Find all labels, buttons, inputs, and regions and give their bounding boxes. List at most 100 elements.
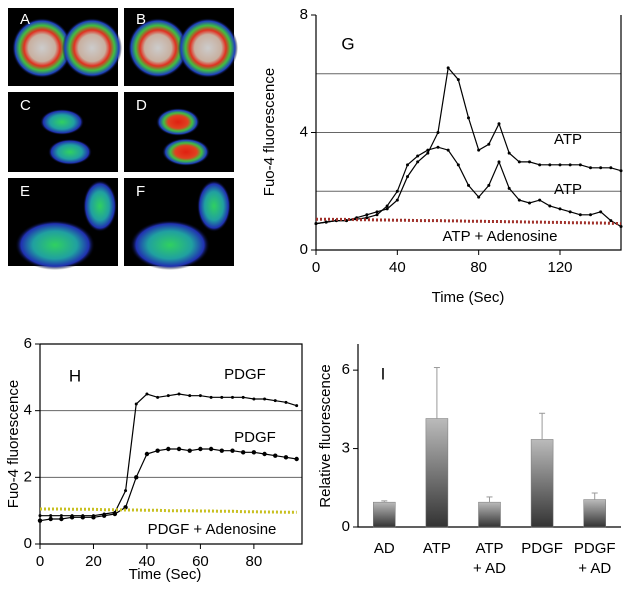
series-point xyxy=(49,514,53,518)
series-point xyxy=(198,446,203,452)
series-point xyxy=(156,395,160,399)
series-point xyxy=(538,198,542,202)
x-tick-label: PDGF xyxy=(521,540,563,557)
series-point xyxy=(134,475,139,480)
series-point xyxy=(37,518,43,523)
series-line xyxy=(40,393,297,517)
series-point xyxy=(324,220,328,224)
series-point xyxy=(283,455,289,460)
series-point xyxy=(230,395,234,399)
series-point xyxy=(467,183,470,187)
annotation: PDGF + Adenosine xyxy=(148,521,277,538)
series-point xyxy=(145,392,149,396)
series-point xyxy=(230,448,235,453)
series-point xyxy=(273,399,277,403)
series-point xyxy=(69,515,75,520)
panel-label: E xyxy=(20,183,30,200)
y-tick-label: 0 xyxy=(342,518,350,535)
panel-label: A xyxy=(20,11,30,28)
bar xyxy=(530,439,554,528)
x-tick-label: PDGF xyxy=(574,540,616,557)
x-axis-label: Time (Sec) xyxy=(432,289,505,306)
panel-label: H xyxy=(69,366,81,385)
y-axis-label: Fuo-4 fluorescence xyxy=(261,68,278,196)
series-point xyxy=(446,148,450,152)
series-point xyxy=(517,160,521,164)
series-point xyxy=(507,151,511,155)
annotation: ATP xyxy=(554,131,582,148)
annotation: PDGF xyxy=(224,366,266,383)
annotation: ATP + Adenosine xyxy=(443,228,558,245)
series-point xyxy=(609,166,613,170)
series-point xyxy=(240,450,246,455)
x-tick-label: 80 xyxy=(470,259,487,276)
series-point xyxy=(395,189,399,193)
x-tick-label: ATP xyxy=(475,540,503,557)
series-point xyxy=(294,456,299,462)
y-tick-label: 4 xyxy=(300,123,308,140)
series-point xyxy=(375,210,379,214)
y-tick-label: 4 xyxy=(24,402,32,419)
series-point xyxy=(252,397,256,401)
series-point xyxy=(558,207,562,211)
series-point xyxy=(263,397,267,401)
series-point xyxy=(59,514,63,518)
x-tick-label: 80 xyxy=(246,553,263,570)
annotation: PDGF xyxy=(234,429,276,446)
axis xyxy=(39,343,303,545)
series-point xyxy=(38,514,42,518)
x-tick-label: 40 xyxy=(139,553,156,570)
series-point xyxy=(599,166,603,170)
series-point xyxy=(219,448,224,453)
series-point xyxy=(558,163,562,167)
axis xyxy=(315,15,622,251)
series-point xyxy=(487,142,491,146)
bar xyxy=(425,418,449,528)
y-tick-label: 2 xyxy=(24,468,32,485)
series-point xyxy=(589,166,592,170)
panel-label: B xyxy=(136,11,146,28)
y-tick-label: 0 xyxy=(24,535,32,552)
y-tick-label: 8 xyxy=(300,6,308,23)
annotation: ATP xyxy=(554,181,582,198)
series-point xyxy=(375,213,379,217)
series-point xyxy=(477,148,481,152)
series-point xyxy=(188,394,192,398)
series-point xyxy=(241,395,245,399)
x-tick-label: + AD xyxy=(578,560,611,577)
x-tick-label: 40 xyxy=(389,259,406,276)
series-point xyxy=(436,145,440,149)
series-point xyxy=(548,163,552,167)
series-point xyxy=(208,446,214,452)
series-point xyxy=(176,446,182,452)
series-point xyxy=(112,511,118,517)
series-point xyxy=(395,198,399,202)
series-point xyxy=(134,402,138,406)
series-point xyxy=(487,183,491,187)
series-point xyxy=(497,160,501,164)
series-point xyxy=(456,163,460,167)
y-tick-label: 6 xyxy=(342,361,350,378)
x-tick-label: 120 xyxy=(547,259,572,276)
series-point xyxy=(385,204,389,208)
series-point xyxy=(568,163,572,167)
series-point xyxy=(155,448,160,453)
series-point xyxy=(609,219,613,223)
series-point xyxy=(365,213,369,217)
panel-label: F xyxy=(136,183,145,200)
bar xyxy=(583,499,606,528)
x-tick-label: 0 xyxy=(312,259,320,276)
series-point xyxy=(284,400,288,404)
x-axis-label: Time (Sec) xyxy=(129,566,202,583)
panel-label: C xyxy=(20,97,31,114)
series-point xyxy=(416,160,420,164)
series-point xyxy=(467,116,470,120)
series-point xyxy=(187,448,192,453)
series-point xyxy=(599,210,603,214)
y-axis-label: Relative fluorescence xyxy=(317,364,334,507)
series-point xyxy=(80,515,85,520)
bar xyxy=(373,501,396,528)
series-point xyxy=(251,450,257,455)
series-point xyxy=(91,515,96,520)
panel-label: G xyxy=(341,34,354,53)
